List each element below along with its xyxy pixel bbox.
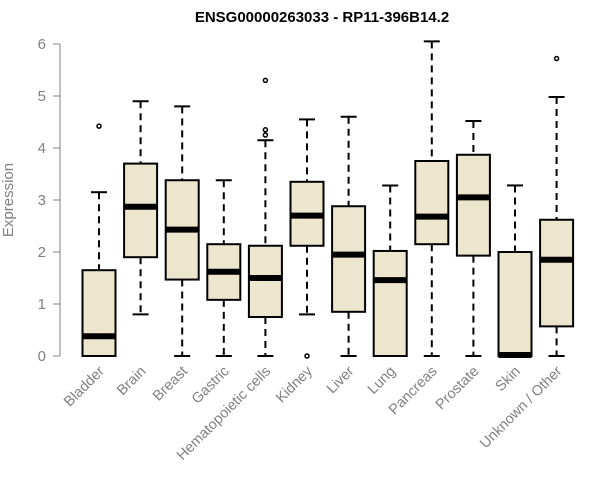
y-axis: 0 1 2 3 4 5 6 [38, 36, 61, 365]
iqr-box [414, 160, 450, 246]
iqr-box [247, 244, 283, 318]
outlier-point [96, 123, 102, 129]
box-breast [164, 105, 200, 357]
y-tick-label: 3 [38, 192, 46, 209]
box-hematopoietic-cells [247, 77, 283, 357]
chart-title: ENSG00000263033 - RP11-396B14.2 [195, 9, 449, 26]
x-category-label: Bladder [61, 363, 108, 410]
outlier-point [262, 132, 269, 138]
y-tick-label: 6 [38, 36, 46, 53]
box-unknown-other [539, 55, 575, 357]
x-category-label: Prostate [433, 364, 482, 413]
outlier-point [553, 55, 560, 62]
box-brain [123, 100, 159, 316]
y-tick-label: 5 [38, 88, 46, 105]
x-category-label: Brain [114, 364, 149, 399]
iqr-box [81, 269, 117, 358]
iqr-box [331, 205, 367, 313]
iqr-box [455, 153, 491, 257]
outlier-point [262, 127, 269, 133]
y-tick-label: 0 [38, 348, 46, 365]
iqr-box [539, 218, 575, 328]
y-tick-label: 1 [38, 296, 46, 313]
box-bladder [81, 123, 117, 358]
iqr-box [372, 249, 408, 358]
y-tick-label: 4 [38, 140, 46, 157]
x-category-label: Lung [365, 364, 399, 398]
x-category-label: Kidney [273, 363, 316, 406]
x-category-label: Skin [493, 364, 524, 395]
box-lung [372, 184, 408, 358]
box-skin [497, 184, 533, 358]
outlier-point [304, 353, 310, 359]
box-gastric [206, 179, 242, 357]
box-series [81, 40, 575, 359]
box-liver [331, 115, 367, 357]
x-category-label: Breast [150, 364, 191, 405]
box-pancreas [414, 40, 450, 357]
box-prostate [455, 119, 491, 357]
outlier-point [262, 77, 269, 84]
iqr-box [497, 251, 533, 357]
x-category-label: Liver [324, 363, 358, 397]
iqr-box [123, 162, 159, 259]
box-kidney [289, 118, 325, 359]
y-axis-label: Expression [0, 163, 17, 237]
y-tick-label: 2 [38, 244, 46, 261]
